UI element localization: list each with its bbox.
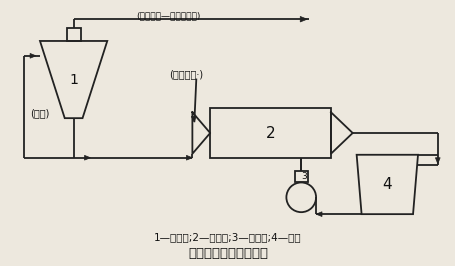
Polygon shape [435, 158, 439, 164]
Text: 1: 1 [69, 73, 78, 86]
Text: 3: 3 [301, 172, 306, 181]
Text: (新给原矿·): (新给原矿·) [168, 70, 202, 80]
Polygon shape [299, 16, 307, 22]
Polygon shape [191, 116, 196, 122]
Polygon shape [30, 53, 36, 58]
Text: 1—旋流器;2—球磨机;3—渣浆泵;4—泵池: 1—旋流器;2—球磨机;3—渣浆泵;4—泵池 [154, 232, 301, 242]
Text: (沉砺): (沉砺) [30, 108, 49, 118]
Text: 旋流器分级设备联系图: 旋流器分级设备联系图 [187, 247, 268, 260]
Text: 4: 4 [382, 177, 391, 192]
Polygon shape [84, 155, 90, 160]
Text: (分级溢流—去磁选作业): (分级溢流—去磁选作业) [136, 12, 200, 21]
Polygon shape [186, 155, 192, 160]
Text: 2: 2 [265, 126, 275, 140]
Polygon shape [315, 212, 321, 217]
